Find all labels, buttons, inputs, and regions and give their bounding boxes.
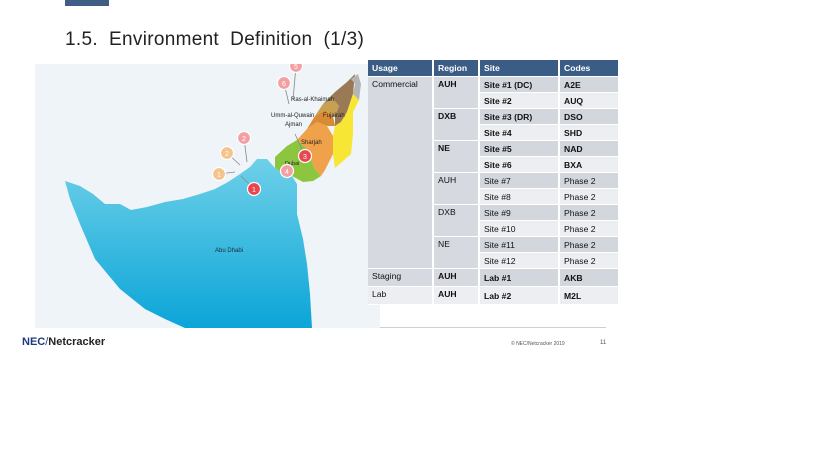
pin-label: 5 (294, 64, 298, 71)
header-usage: Usage (368, 60, 434, 77)
region-cell: AUH (434, 287, 480, 305)
code-cell: AKB (560, 269, 620, 287)
site-cell: Site #1 (DC) (480, 77, 560, 93)
site-cell: Site #4 (480, 125, 560, 141)
site-cell: Site #3 (DR) (480, 109, 560, 125)
region-cell: AUH (434, 173, 480, 205)
footer-divider (380, 327, 606, 328)
site-cell: Site #6 (480, 157, 560, 173)
code-cell: DSO (560, 109, 620, 125)
site-cell: Site #11 (480, 237, 560, 253)
table-row: Site #2 AUQ (368, 93, 620, 109)
site-cell: Site #12 (480, 253, 560, 269)
table-header-row: Usage Region Site Codes (368, 60, 620, 77)
table-row: Site #6 BXA (368, 157, 620, 173)
pin-label: 2 (225, 151, 229, 158)
map-pin-2-orange: 2 (219, 145, 241, 166)
logo-partner: Netcracker (48, 336, 106, 348)
umm-al-quwain-region (315, 99, 339, 116)
site-cell: Site #5 (480, 141, 560, 157)
table-row: AUH Site #7 Phase 2 (368, 173, 620, 205)
header-region: Region (434, 60, 480, 77)
header-codes: Codes (560, 60, 620, 77)
environment-table: Usage Region Site Codes Commercial AUH S… (368, 60, 620, 305)
pin-label: 1 (217, 172, 221, 179)
map-pin-5-pink: 5 (288, 64, 304, 101)
usage-cell: Staging (368, 269, 434, 287)
copyright-text: © NEC/Netcracker 2019 (511, 341, 565, 347)
usage-cell: Commercial (368, 77, 434, 269)
code-cell: Phase 2 (560, 237, 620, 253)
pin-label: 1 (252, 187, 256, 194)
site-cell: Site #9 (480, 205, 560, 221)
code-cell: Phase 2 (560, 253, 620, 269)
code-cell: NAD (560, 141, 620, 157)
page-number: 11 (600, 340, 607, 346)
pin-label: 4 (285, 169, 289, 176)
code-cell: AUQ (560, 93, 620, 109)
table-row: Lab AUH Lab #2 M2L (368, 287, 620, 305)
region-cell: DXB (434, 109, 480, 141)
code-cell: A2E (560, 77, 620, 93)
region-cell: AUH (434, 77, 480, 109)
logo-brand: NEC (22, 336, 46, 348)
code-cell: Phase 2 (560, 205, 620, 221)
map-pin-2-pink: 2 (236, 130, 252, 163)
header-site: Site (480, 60, 560, 77)
northern-peninsula (351, 74, 361, 100)
table-row: Site #10 Phase 2 (368, 221, 620, 237)
map-pin-6-pink: 6 (276, 75, 292, 105)
code-cell: BXA (560, 157, 620, 173)
map-label-dubai: Dubai (285, 161, 299, 167)
site-cell: Lab #1 (480, 269, 560, 287)
table-row: Site #8 Phase 2 (368, 189, 620, 205)
map-pin-1-orange: 1 (211, 166, 236, 182)
map-label-sharjah: Sharjah (301, 140, 322, 146)
logo-separator: / (45, 336, 49, 348)
code-cell: Phase 2 (560, 189, 620, 205)
table-row: DXB Site #3 (DR) DSO (368, 109, 620, 141)
ajman-region (307, 110, 335, 129)
abu-dhabi-region (65, 159, 312, 328)
table-row: Site #12 Phase 2 (368, 253, 620, 269)
site-cell: Site #2 (480, 93, 560, 109)
map-label-ras: Ras-al-Khaimah (291, 97, 334, 103)
sharjah-region (297, 122, 333, 176)
code-cell: Phase 2 (560, 221, 620, 237)
site-cell: Site #10 (480, 221, 560, 237)
usage-cell: Lab (368, 287, 434, 305)
uae-map: Ras-al-Khaimah Umm-al-Quwain Fujairah Aj… (35, 64, 380, 328)
map-label-fujairah: Fujairah (323, 113, 345, 119)
ras-al-khaimah-region (323, 74, 355, 126)
map-pin-3-red: 3 (294, 133, 313, 164)
table-row: NE Site #5 NAD (368, 141, 620, 173)
map-label-abudhabi: Abu Dhabi (215, 248, 243, 254)
fujairah-region (333, 94, 359, 168)
pin-label: 6 (282, 81, 286, 88)
code-cell: SHD (560, 125, 620, 141)
pin-label: 3 (303, 154, 307, 161)
nec-netcracker-logo: NEC/Netcracker (22, 336, 105, 348)
code-cell: Phase 2 (560, 173, 620, 189)
site-cell: Site #8 (480, 189, 560, 205)
slide-title: 1.5. Environment Definition (1/3) (65, 29, 365, 50)
site-cell: Site #7 (480, 173, 560, 189)
pin-label: 2 (242, 136, 246, 143)
table-row: Commercial AUH Site #1 (DC) A2E (368, 77, 620, 269)
table-row: Staging AUH Lab #1 AKB (368, 269, 620, 287)
table-row: NE Site #11 Phase 2 (368, 237, 620, 269)
map-pin-1-red: 1 (240, 175, 262, 197)
region-cell: NE (434, 237, 480, 269)
map-label-ajman: Ajman (285, 122, 302, 128)
top-accent-bar (65, 0, 109, 6)
table-row: DXB Site #9 Phase 2 (368, 205, 620, 237)
map-label-umm: Umm-al-Quwain (271, 113, 314, 119)
region-cell: DXB (434, 205, 480, 237)
region-cell: AUH (434, 269, 480, 287)
code-cell: M2L (560, 287, 620, 305)
region-cell: NE (434, 141, 480, 173)
site-cell: Lab #2 (480, 287, 560, 305)
table-row: Site #4 SHD (368, 125, 620, 141)
map-pin-4-pink: 4 (279, 159, 295, 179)
